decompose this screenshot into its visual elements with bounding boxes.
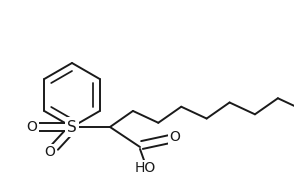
Text: O: O (45, 145, 56, 159)
Text: O: O (170, 130, 181, 144)
Text: O: O (26, 120, 37, 134)
Text: S: S (67, 120, 77, 134)
Text: HO: HO (134, 161, 156, 175)
